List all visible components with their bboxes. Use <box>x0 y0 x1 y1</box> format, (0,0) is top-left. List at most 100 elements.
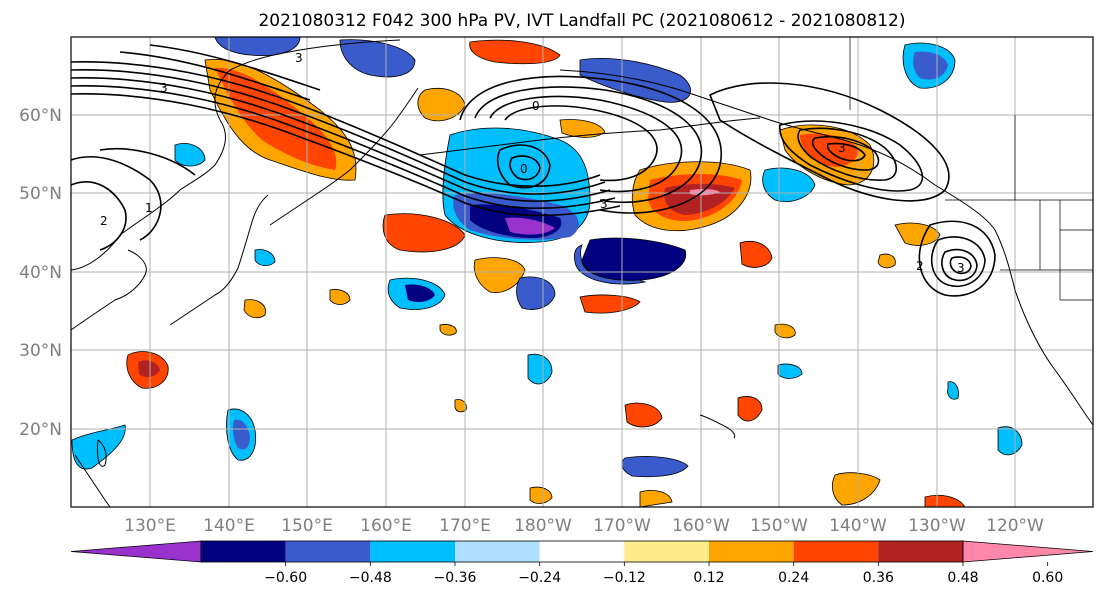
contour-label: 3 <box>600 197 608 211</box>
political-borders <box>849 37 1093 301</box>
pv-negative-north-4 <box>579 58 691 103</box>
contour-jet-1 <box>71 61 601 188</box>
lon-label: 170°W <box>593 516 651 536</box>
contour-labels: 3 2 1 0 3 3 0 3 2 3 <box>100 51 965 275</box>
pv-positive-mid-9 <box>877 253 896 269</box>
contour-westpac-2 <box>71 181 127 251</box>
ivt-pc-contours <box>71 44 996 297</box>
pv-positive-south-4 <box>737 396 763 422</box>
contour-gulf-alaska-5 <box>826 142 866 162</box>
colorbar-swatch <box>285 541 371 562</box>
contour-jet-3 <box>71 77 611 202</box>
coast-hawaii <box>699 414 736 439</box>
coast-kamchatka <box>349 87 419 171</box>
pv-positive-mid-3 <box>473 257 526 293</box>
pv-negative-south-1 <box>527 353 553 385</box>
pv-positive-small-5 <box>454 399 467 413</box>
coast-kuril <box>269 169 351 226</box>
coast-taiwan <box>97 439 107 467</box>
colorbar-swatch <box>370 541 455 562</box>
lon-label: 160°W <box>672 516 730 536</box>
pv-negative-north-2 <box>339 39 416 78</box>
contour-coast-low-3 <box>941 248 978 282</box>
pv-negative-mid-2-edge <box>574 244 647 285</box>
pv-positive-small-2 <box>243 299 266 319</box>
coast-philippines <box>74 454 111 507</box>
contour-jet-2 <box>71 69 606 195</box>
colorbar-swatch <box>709 541 794 562</box>
pv-negative-south-5-core <box>233 419 250 450</box>
colorbar-tick-label: 0.12 <box>693 570 724 586</box>
colorbar-swatch <box>201 541 286 562</box>
lat-label-50n: 50°N <box>19 184 62 204</box>
pv-positive-small-4 <box>774 323 796 339</box>
coast-alaska <box>559 69 936 186</box>
colorbar-ticks: −0.60 −0.48 −0.36 −0.24 −0.12 0.12 0.24 0.36 0.4… <box>264 562 1063 586</box>
coastlines <box>71 39 1093 507</box>
contour-jet-4 <box>71 85 616 210</box>
coast-aleutians <box>419 117 761 156</box>
contour-jet-7 <box>149 44 321 91</box>
pv-negative-small-2 <box>174 143 206 167</box>
contour-label: 0 <box>520 162 528 176</box>
colorbar-swatches <box>70 540 1094 563</box>
coast-asia-mainland <box>71 39 401 271</box>
lat-label-40n: 40°N <box>19 263 62 283</box>
lon-label: 150°W <box>750 516 808 536</box>
colorbar-extend-max <box>962 540 1094 563</box>
contour-label: 2 <box>100 214 108 228</box>
contour-ridge-loop-3 <box>489 95 683 193</box>
colorbar-extend-min <box>70 540 202 563</box>
colorbar-tick-label: 0.60 <box>1032 570 1063 586</box>
longitude-labels: 130°E 140°E 150°E 160°E 170°E 180°W 170°… <box>124 516 1044 536</box>
colorbar-tick-label: −0.24 <box>518 570 561 586</box>
pv-positive-small-1 <box>329 289 351 305</box>
pv-negative-mid-2 <box>581 237 687 281</box>
colorbar: −0.60 −0.48 −0.36 −0.24 −0.12 0.12 0.24 0.36 0.4… <box>70 540 1094 586</box>
colorbar-outline <box>200 540 964 563</box>
pv-positive-mid-6 <box>579 294 641 314</box>
pv-positive-mid-7 <box>739 241 773 268</box>
pv-positive-streak-core <box>215 67 337 170</box>
coast-north-america-west <box>934 184 1093 426</box>
latitude-labels: 20°N 30°N 40°N 50°N 60°N <box>19 106 62 440</box>
contour-jet-6 <box>119 51 311 101</box>
lon-label: 130°E <box>124 516 176 536</box>
contour-ridge-loop-4 <box>504 105 658 182</box>
lat-label-20n: 20°N <box>19 420 62 440</box>
lon-label: 140°E <box>203 516 255 536</box>
pv-positive-south-10 <box>529 486 553 504</box>
lon-label: 150°E <box>281 516 333 536</box>
pv-negative-mid-4-core <box>405 284 435 303</box>
contour-label: 3 <box>295 51 303 65</box>
pv-negative-small-3 <box>947 381 959 400</box>
contour-ridge-loop-2 <box>474 86 703 204</box>
pv-negative-south-6 <box>997 426 1023 456</box>
contour-label: 1 <box>145 201 153 215</box>
contour-label: 3 <box>838 141 846 155</box>
contour-gulf-alaska-3 <box>797 127 898 181</box>
contour-label: 3 <box>160 81 168 95</box>
pv-negative-mid-5 <box>516 276 556 310</box>
contour-label: 2 <box>916 259 924 273</box>
pv-negative-northeast-2 <box>913 51 948 80</box>
colorbar-tick-label: −0.60 <box>264 570 307 586</box>
pv-negative-south-8 <box>71 424 126 470</box>
contour-gulf-alaska-4 <box>811 135 880 171</box>
figure-title: 2021080312 F042 300 hPa PV, IVT Landfall… <box>258 11 905 31</box>
lon-label: 120°W <box>986 516 1044 536</box>
contour-gulf-alaska-1 <box>708 82 950 202</box>
pv-positive-typhoon-core <box>138 360 160 378</box>
pv-positive-south-9 <box>831 472 881 506</box>
contour-gulf-alaska-2 <box>779 120 924 192</box>
pv-positive-small-3 <box>439 324 457 336</box>
map-frame <box>70 36 1094 508</box>
colorbar-tick-label: −0.12 <box>603 570 646 586</box>
contour-coast-low-4 <box>949 256 972 275</box>
lon-label: 160°E <box>360 516 412 536</box>
lon-label: 140°W <box>829 516 887 536</box>
colorbar-tick-label: −0.36 <box>434 570 477 586</box>
contour-coast-low-2 <box>930 236 986 287</box>
pv-positive-south-12 <box>924 494 966 507</box>
